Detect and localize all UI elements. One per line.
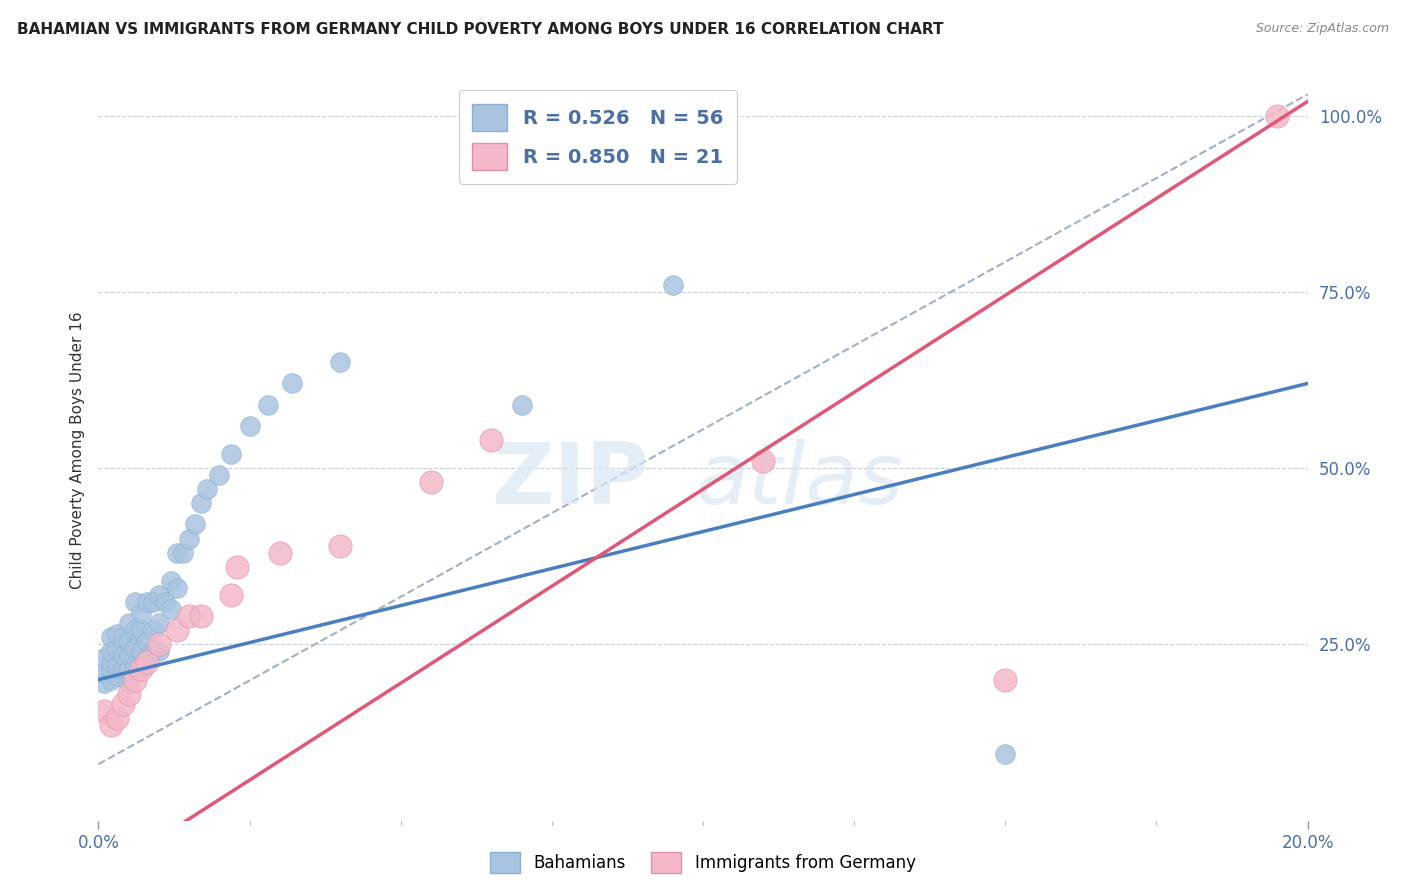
Point [135, 633, 157, 648]
Point [93, 704, 115, 718]
Point [148, 616, 170, 631]
Text: Source: ZipAtlas.com: Source: ZipAtlas.com [1256, 22, 1389, 36]
Point [111, 662, 134, 676]
Point [329, 355, 352, 369]
Legend: Bahamians, Immigrants from Germany: Bahamians, Immigrants from Germany [484, 846, 922, 880]
Point [135, 651, 157, 665]
Point [93, 665, 115, 680]
Point [179, 609, 201, 624]
Point [93, 651, 115, 665]
Point [256, 398, 278, 412]
Text: BAHAMIAN VS IMMIGRANTS FROM GERMANY CHILD POVERTY AMONG BOYS UNDER 16 CORRELATIO: BAHAMIAN VS IMMIGRANTS FROM GERMANY CHIL… [17, 22, 943, 37]
Point [148, 588, 170, 602]
Point [100, 673, 122, 687]
Point [160, 602, 183, 616]
Point [166, 624, 188, 638]
Point [100, 644, 122, 658]
Point [118, 633, 141, 648]
Y-axis label: Child Poverty Among Boys Under 16: Child Poverty Among Boys Under 16 [69, 311, 84, 590]
Point [166, 546, 188, 560]
Point [129, 644, 152, 658]
Point [226, 559, 249, 574]
Point [124, 673, 146, 687]
Point [124, 595, 146, 609]
Point [100, 662, 122, 676]
Point [111, 630, 134, 644]
Point [124, 624, 146, 638]
Point [135, 595, 157, 609]
Point [118, 662, 141, 676]
Point [153, 595, 176, 609]
Point [281, 376, 304, 391]
Point [195, 482, 218, 496]
Point [129, 606, 152, 620]
Point [105, 627, 128, 641]
Point [190, 496, 212, 510]
Point [105, 669, 128, 683]
Point [105, 640, 128, 655]
Legend: R = 0.526   N = 56, R = 0.850   N = 21: R = 0.526 N = 56, R = 0.850 N = 21 [458, 90, 737, 184]
Point [118, 616, 141, 631]
Point [190, 609, 212, 624]
Point [221, 447, 243, 461]
Point [481, 433, 503, 447]
Point [208, 468, 231, 483]
Point [100, 630, 122, 644]
Point [221, 588, 243, 602]
Point [124, 658, 146, 673]
Point [100, 718, 122, 732]
Point [93, 676, 115, 690]
Text: ZIP: ZIP [491, 439, 648, 522]
Point [184, 517, 207, 532]
Text: atlas: atlas [696, 439, 904, 522]
Point [239, 418, 262, 433]
Point [752, 454, 775, 468]
Point [100, 655, 122, 669]
Point [105, 711, 128, 725]
Point [118, 687, 141, 701]
Point [420, 475, 443, 490]
Point [510, 398, 533, 412]
Point [160, 574, 183, 588]
Point [329, 539, 352, 553]
Point [269, 546, 291, 560]
Point [142, 624, 165, 638]
Point [118, 648, 141, 662]
Point [129, 624, 152, 638]
Point [661, 277, 683, 292]
Point [111, 648, 134, 662]
Point [179, 532, 201, 546]
Point [148, 644, 170, 658]
Point [994, 747, 1017, 761]
Point [118, 676, 141, 690]
Point [994, 673, 1017, 687]
Point [135, 655, 157, 669]
Point [105, 658, 128, 673]
Point [142, 644, 165, 658]
Point [172, 546, 194, 560]
Point [129, 662, 152, 676]
Point [111, 698, 134, 712]
Point [142, 595, 165, 609]
Point [129, 662, 152, 676]
Point [166, 581, 188, 595]
Point [124, 640, 146, 655]
Point [148, 637, 170, 651]
Point [1267, 109, 1289, 123]
